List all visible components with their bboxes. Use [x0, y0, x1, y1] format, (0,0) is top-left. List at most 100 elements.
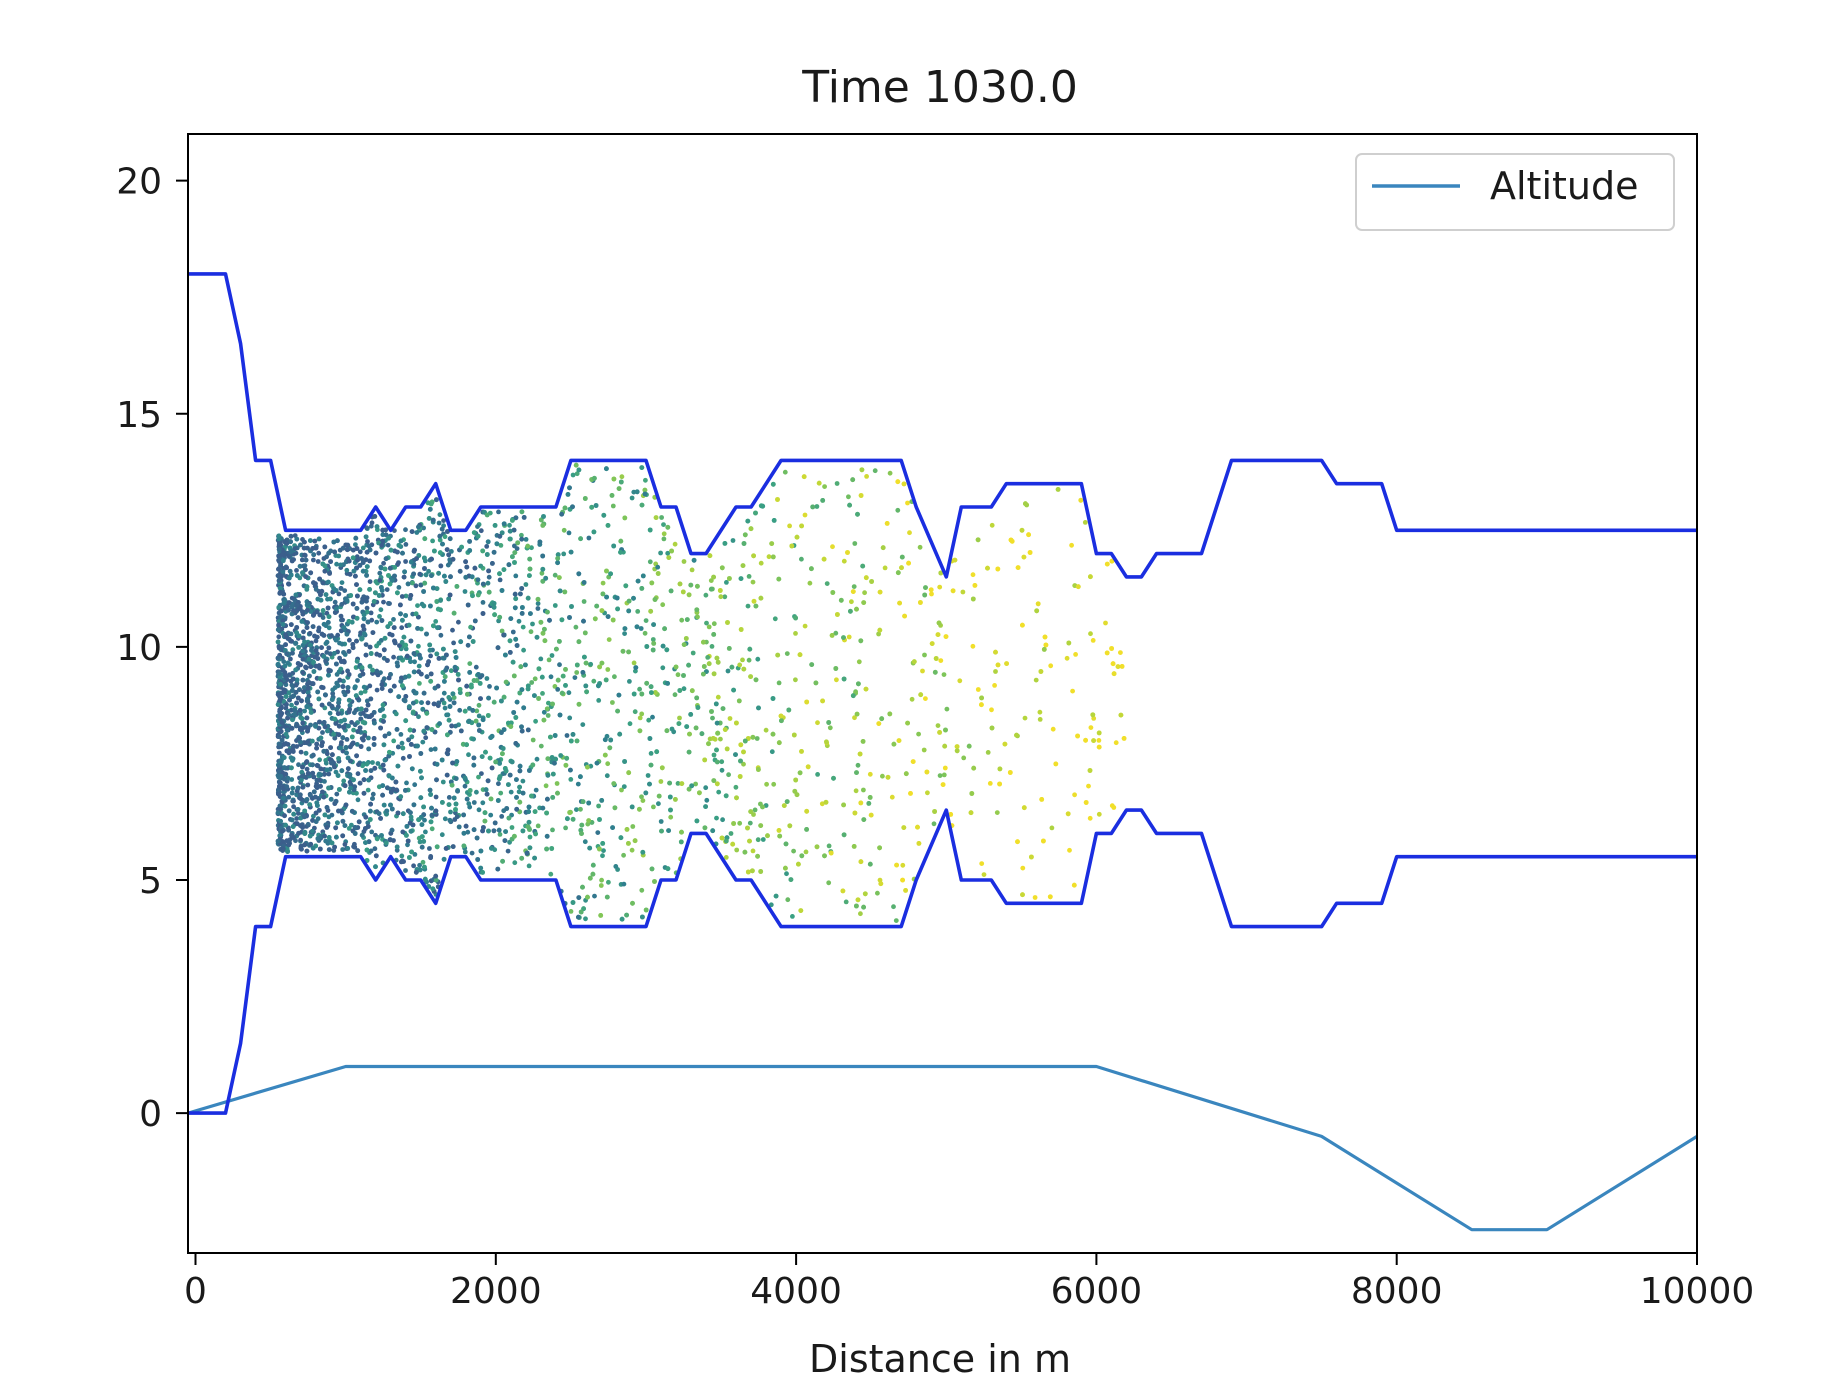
scatter-point: [538, 656, 544, 662]
scatter-point: [407, 855, 412, 860]
scatter-point: [1096, 744, 1102, 750]
scatter-point: [520, 624, 526, 630]
scatter-point: [424, 674, 430, 680]
scatter-point: [486, 589, 492, 595]
scatter-point: [341, 625, 347, 630]
scatter-point: [937, 584, 943, 590]
scatter-point: [785, 897, 791, 903]
scatter-point: [555, 560, 560, 566]
scatter-point: [311, 557, 316, 563]
scatter-point: [570, 900, 576, 905]
scatter-point: [527, 834, 533, 840]
scatter-point: [406, 622, 412, 628]
scatter-point: [851, 844, 857, 849]
scatter-point: [527, 566, 533, 572]
scatter-point: [1083, 737, 1088, 743]
scatter-point: [425, 700, 431, 706]
scatter-point: [802, 623, 808, 629]
scatter-point: [552, 684, 558, 689]
scatter-point: [375, 672, 381, 678]
scatter-point: [512, 605, 518, 611]
scatter-point: [532, 676, 538, 682]
scatter-point: [831, 775, 836, 781]
scatter-point: [457, 568, 463, 574]
scatter-point: [348, 593, 354, 598]
scatter-point: [503, 679, 509, 685]
scatter-point: [738, 576, 744, 581]
scatter-point: [420, 706, 426, 712]
scatter-point: [441, 690, 447, 696]
scatter-point: [470, 639, 476, 644]
scatter-point: [1067, 847, 1072, 853]
scatter-point: [497, 577, 503, 583]
scatter-point: [519, 509, 525, 515]
scatter-point: [413, 869, 419, 875]
scatter-point: [599, 608, 605, 613]
scatter-point: [550, 795, 556, 800]
scatter-point: [1096, 738, 1102, 743]
scatter-point: [428, 747, 434, 752]
scatter-point: [324, 751, 330, 757]
scatter-point: [363, 826, 368, 831]
scatter-point: [559, 511, 565, 517]
scatter-point: [592, 475, 597, 481]
scatter-point: [856, 681, 861, 687]
scatter-point: [308, 841, 314, 847]
scatter-point: [693, 781, 698, 787]
scatter-point: [440, 541, 445, 547]
scatter-point: [327, 571, 332, 576]
scatter-point: [275, 702, 281, 707]
scatter-point: [834, 481, 840, 486]
scatter-point: [430, 517, 436, 523]
scatter-point: [816, 480, 822, 486]
scatter-point: [289, 765, 294, 771]
scatter-point: [1072, 792, 1077, 798]
scatter-point: [776, 828, 782, 833]
scatter-point: [341, 658, 347, 664]
scatter-point: [480, 800, 486, 806]
scatter-point: [334, 561, 339, 567]
scatter-point: [828, 850, 834, 856]
scatter-point: [639, 465, 645, 470]
scatter-point: [972, 583, 978, 588]
scatter-point: [296, 762, 301, 768]
scatter-point: [483, 787, 489, 793]
scatter-point: [566, 690, 572, 696]
scatter-point: [379, 686, 385, 691]
scatter-point: [284, 565, 289, 571]
scatter-point: [877, 589, 883, 595]
scatter-point: [287, 697, 292, 703]
scatter-point: [863, 575, 869, 581]
scatter-point: [903, 771, 909, 777]
scatter-point: [386, 753, 392, 759]
scatter-point: [422, 566, 427, 571]
scatter-point: [559, 617, 565, 623]
scatter-point: [340, 684, 346, 689]
scatter-point: [943, 634, 949, 639]
scatter-point: [564, 733, 570, 738]
scatter-point: [634, 489, 640, 495]
scatter-point: [364, 573, 369, 578]
scatter-point: [436, 570, 441, 576]
scatter-point: [338, 562, 343, 568]
scatter-point: [485, 580, 491, 586]
scatter-point: [466, 719, 471, 724]
scatter-point: [814, 504, 820, 509]
scatter-point: [374, 836, 380, 842]
scatter-point: [679, 617, 685, 623]
scatter-point: [758, 869, 764, 874]
scatter-point: [616, 692, 622, 698]
scatter-point: [416, 663, 422, 669]
scatter-point: [291, 811, 297, 817]
scatter-point: [807, 580, 813, 586]
scatter-point: [512, 560, 517, 565]
scatter-point: [442, 674, 448, 680]
scatter-point: [323, 692, 328, 698]
scatter-point: [604, 568, 609, 574]
scatter-point: [741, 749, 746, 755]
scatter-point: [365, 820, 371, 826]
scatter-point: [929, 641, 935, 646]
scatter-point: [798, 908, 804, 913]
scatter-point: [334, 706, 340, 712]
